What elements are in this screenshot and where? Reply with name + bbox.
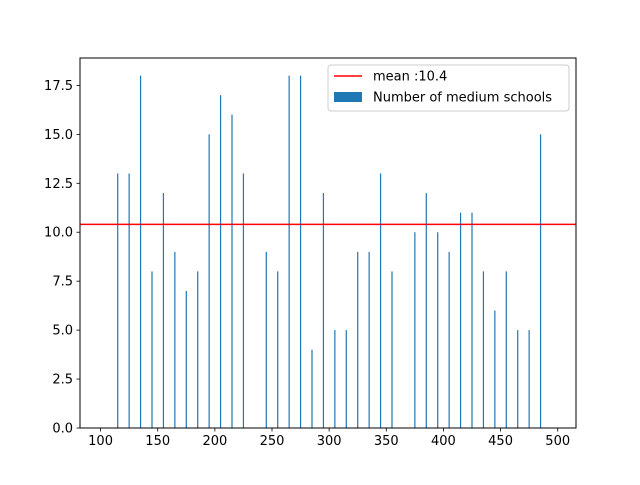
x-tick-label: 500 [545,434,570,449]
bar [151,271,153,428]
x-tick-label: 450 [488,434,513,449]
y-tick-label: 15.0 [44,128,73,143]
y-tick-label: 17.5 [44,79,73,94]
y-tick-label: 10.0 [44,226,73,241]
x-tick-label: 200 [202,434,227,449]
bar [174,251,176,428]
bar [379,173,382,428]
bar [197,271,199,428]
plot-area-frame [79,57,577,429]
bar [139,75,142,429]
bar [482,271,485,428]
bar [391,271,393,428]
bar [208,134,210,428]
bar [311,349,313,428]
bar [334,330,336,428]
bars-layer [117,75,542,429]
legend-label-bars: Number of medium schools [373,91,552,106]
x-tick-label: 250 [260,434,285,449]
bar [437,232,439,428]
legend-bar-swatch [334,92,362,102]
bar [277,271,279,428]
x-tick-label: 300 [317,434,342,449]
x-tick-label: 350 [374,434,399,449]
bar [185,290,187,428]
bar [299,75,302,429]
bar [448,251,450,428]
bar [471,212,473,428]
x-tick-label: 150 [145,434,170,449]
legend-label-mean: mean :10.4 [373,70,447,85]
bar [528,330,530,428]
y-tick-label: 12.5 [44,177,73,192]
bar [265,251,267,428]
bar [517,330,519,428]
y-tick-label: 2.5 [52,373,73,388]
bar [345,330,347,428]
y-tick-label: 5.0 [52,324,73,339]
bar [459,212,462,428]
bar [128,173,130,428]
bar [368,251,370,428]
bar [242,173,245,428]
x-tick-label: 100 [88,434,113,449]
x-tick-label: 400 [431,434,456,449]
bar [219,95,222,428]
bar [357,251,359,428]
bar [117,173,119,428]
bar [505,271,507,428]
y-tick-label: 0.0 [52,422,73,437]
bar [414,232,416,428]
legend-box [327,64,570,112]
bar [162,193,165,428]
bar [539,134,542,428]
x-axis-ticks: 100 150 200 250 300 350 400 450 500 [88,428,570,449]
y-tick-label: 7.5 [52,275,73,290]
bar [231,114,233,429]
y-axis-ticks: 0.0 2.5 5.0 7.5 10.0 12.5 15.0 17.5 [44,79,80,437]
bar [494,310,496,428]
bar [322,193,325,428]
bar [425,193,427,428]
bar [288,75,290,429]
legend: mean :10.4 Number of medium schools [327,64,570,112]
